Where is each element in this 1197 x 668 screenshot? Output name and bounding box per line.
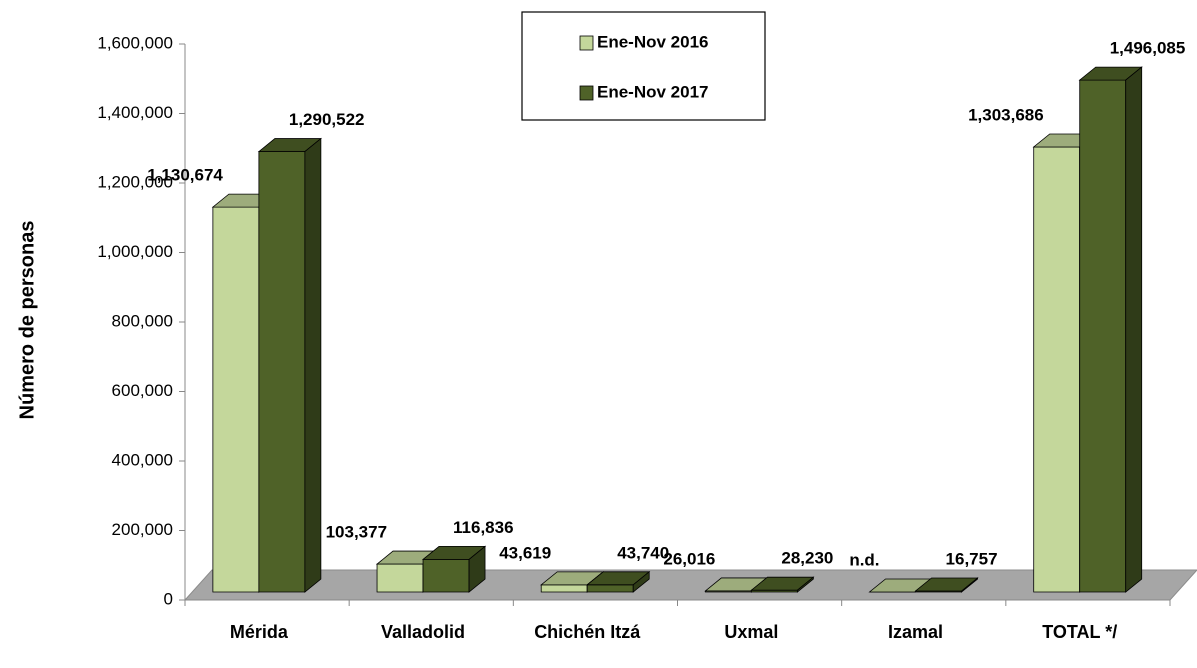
bar-front <box>212 206 260 593</box>
x-tick-label: TOTAL */ <box>1042 622 1118 642</box>
bar <box>914 577 979 593</box>
y-tick-label: 400,000 <box>112 450 173 469</box>
bar <box>421 545 487 593</box>
data-label: 1,496,085 <box>1110 39 1186 58</box>
legend-box <box>521 11 766 121</box>
y-tick-label: 1,200,000 <box>97 172 173 191</box>
y-axis-label: Número de personas <box>16 221 38 420</box>
x-tick-label: Uxmal <box>724 622 779 642</box>
data-label: 1,130,674 <box>147 166 223 185</box>
x-tick-label: Chichén Itzá <box>534 622 641 642</box>
y-tick-label: 600,000 <box>112 381 173 400</box>
y-tick-label: 0 <box>164 589 173 608</box>
data-label: 43,740 <box>617 543 669 562</box>
bar <box>750 576 815 593</box>
bar-side <box>468 545 486 593</box>
legend-swatch <box>579 35 594 51</box>
x-tick-label: Mérida <box>229 622 288 642</box>
bar-side <box>961 577 978 593</box>
bar-front <box>586 584 634 593</box>
data-label: n.d. <box>849 550 879 569</box>
legend: Ene-Nov 2016 Ene-Nov 2017 <box>521 11 766 121</box>
x-tick-label: Izamal <box>888 622 944 642</box>
x-tick-label: Valladolid <box>381 622 466 642</box>
bar <box>586 570 651 593</box>
bar-front <box>1033 146 1081 593</box>
bar-side <box>1125 66 1143 593</box>
data-label: 116,836 <box>453 518 514 537</box>
bar <box>257 137 323 593</box>
data-label: 1,290,522 <box>289 110 365 129</box>
data-label: 103,377 <box>326 523 387 542</box>
legend-label: Ene-Nov 2017 <box>597 82 709 101</box>
data-label: 1,303,686 <box>968 105 1044 124</box>
data-label: 43,619 <box>499 543 551 562</box>
bar <box>1078 66 1143 593</box>
legend-swatch <box>579 85 594 101</box>
bar-front <box>376 563 424 593</box>
y-tick-label: 800,000 <box>112 311 173 330</box>
bar-front <box>540 584 588 593</box>
bar-front <box>258 151 306 593</box>
y-tick-label: 1,600,000 <box>97 33 173 52</box>
bar-side <box>632 570 650 593</box>
bar-side <box>796 576 814 593</box>
data-label: 16,757 <box>946 549 998 568</box>
legend-label: Ene-Nov 2016 <box>597 32 709 51</box>
y-tick-label: 200,000 <box>112 520 173 539</box>
bar-front <box>1079 79 1127 593</box>
bar-front <box>422 558 470 593</box>
bar-side <box>304 137 322 593</box>
data-label: 26,016 <box>663 549 715 568</box>
y-tick-label: 1,000,000 <box>97 242 173 261</box>
y-tick-label: 1,400,000 <box>97 103 173 122</box>
data-label: 28,230 <box>781 549 833 568</box>
